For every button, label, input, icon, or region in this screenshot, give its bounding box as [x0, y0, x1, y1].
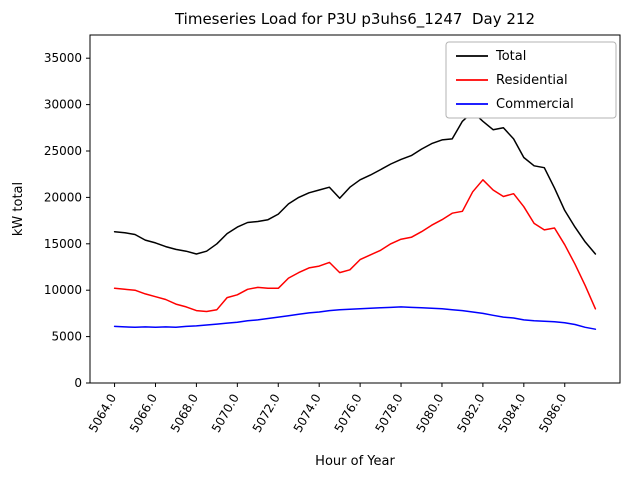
y-tick-label: 5000 — [51, 330, 82, 344]
y-tick-label: 30000 — [44, 98, 82, 112]
plot-series — [113, 111, 597, 330]
series-line-commercial — [113, 306, 597, 330]
x-tick-label: 5074.0 — [291, 392, 324, 435]
y-axis-ticks: 0 5000 10000 15000 20000 25000 30000 35000 — [44, 51, 90, 390]
x-tick-label: 5064.0 — [86, 392, 119, 435]
x-tick-label: 5072.0 — [250, 392, 283, 435]
x-tick-label: 5076.0 — [332, 392, 365, 435]
plot-border — [89, 34, 621, 384]
x-axis-label: Hour of Year — [315, 454, 395, 469]
legend-label-residential: Residential — [496, 73, 568, 88]
chart-title: Timeseries Load for P3U p3uhs6_1247 Day … — [174, 10, 535, 29]
x-tick-label: 5068.0 — [168, 392, 201, 435]
series-line-residential — [113, 179, 597, 313]
legend-box — [445, 41, 617, 119]
x-tick-label: 5070.0 — [209, 392, 242, 435]
y-tick-label: 15000 — [44, 237, 82, 251]
x-tick-label: 5066.0 — [127, 392, 160, 435]
y-tick-label: 25000 — [44, 144, 82, 158]
y-tick-label: 35000 — [44, 51, 82, 65]
x-axis-ticks: 5064.0 5066.0 5068.0 5070.0 5072.0 5074.0 5076… — [86, 383, 569, 435]
y-tick-label: 10000 — [44, 283, 82, 297]
x-tick-label: 5080.0 — [413, 392, 446, 435]
legend-label-total: Total — [495, 49, 526, 64]
y-tick-label: 0 — [74, 376, 82, 390]
x-tick-label: 5086.0 — [536, 392, 569, 435]
x-tick-label: 5084.0 — [495, 392, 528, 435]
x-tick-label: 5082.0 — [454, 392, 487, 435]
y-tick-label: 20000 — [44, 190, 82, 204]
x-tick-label: 5078.0 — [373, 392, 406, 435]
y-axis-label: kW total — [11, 182, 26, 236]
legend: Total Residential Commercial — [445, 41, 617, 119]
series-line-total — [113, 111, 597, 255]
legend-label-commercial: Commercial — [496, 97, 574, 112]
